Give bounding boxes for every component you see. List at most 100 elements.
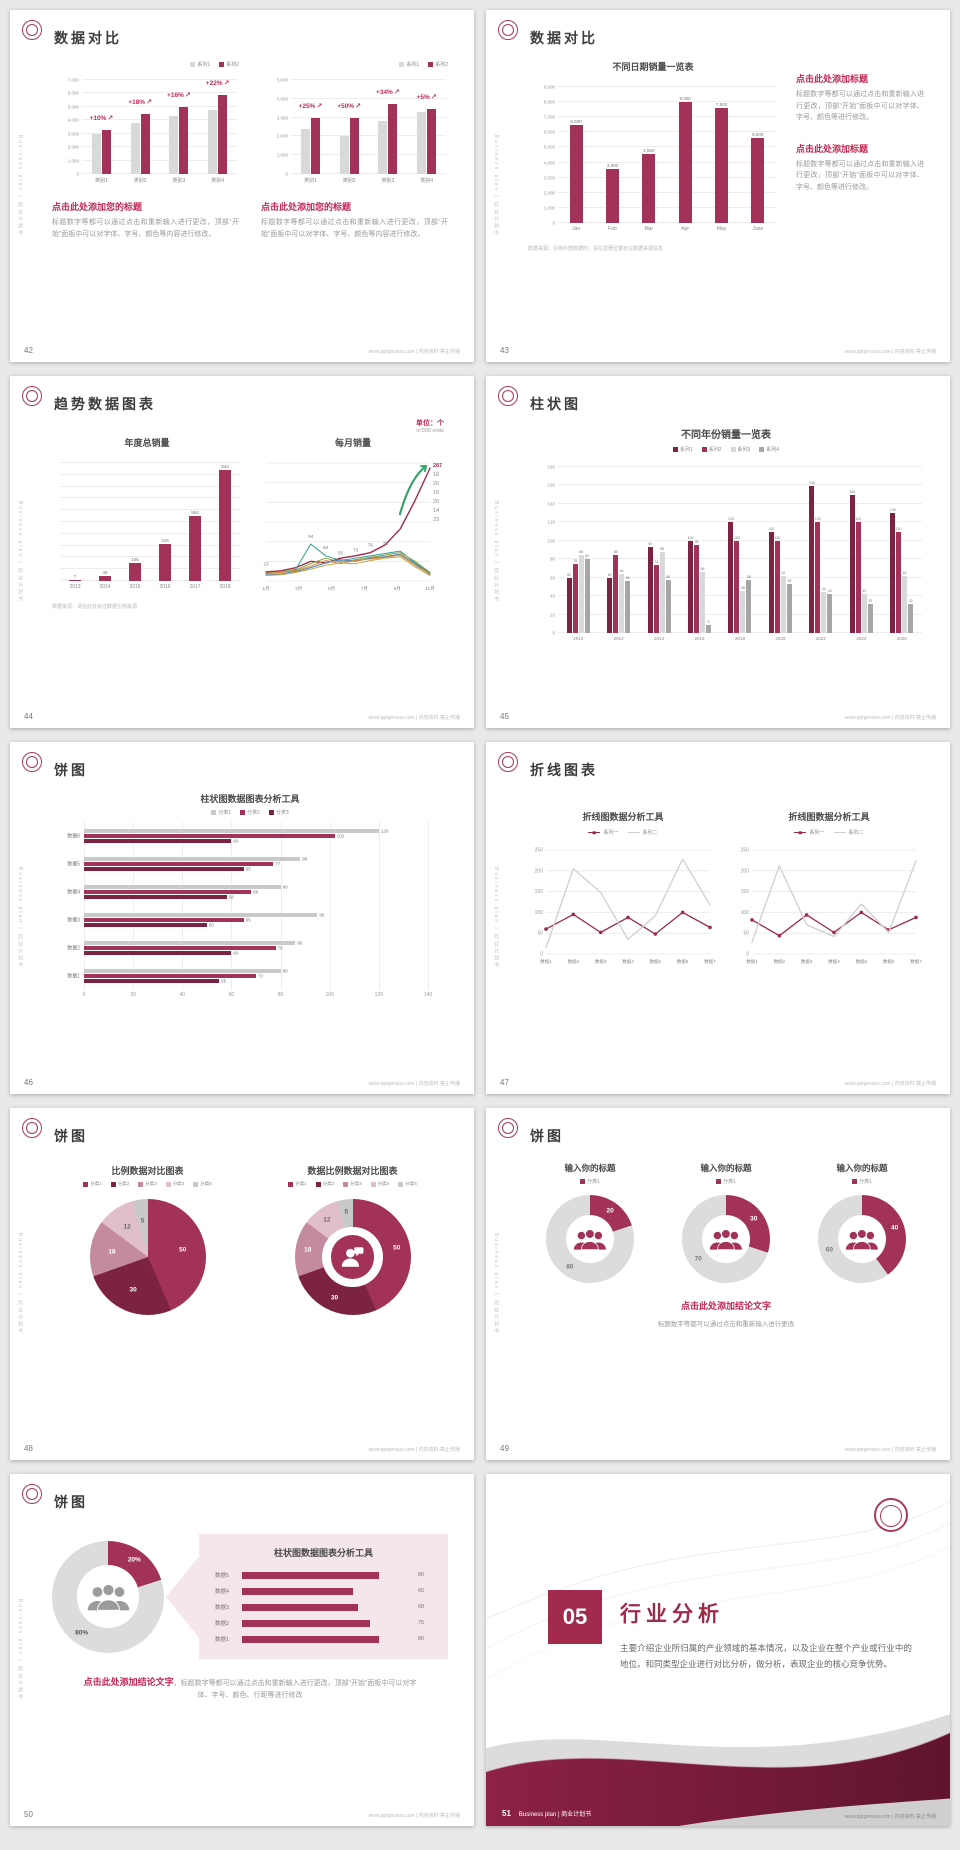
svg-text:73: 73 (353, 547, 359, 552)
slide-48[interactable]: Business plan | 商业计划书 饼图 比例数据对比图表 分类1 分类2… (10, 1108, 474, 1460)
svg-text:3月: 3月 (295, 586, 302, 592)
svg-text:数据2: 数据2 (774, 958, 786, 965)
grouped-bar-chart: 0 20 40 60 80 100 120 140 160 180 60 75 85 80 60 85 64 56… (528, 457, 924, 645)
bar-row: 数据4 65 (215, 1587, 432, 1595)
row-bar (242, 1603, 413, 1611)
conclusion-heading: 点击此处添加结论文字 (680, 1301, 771, 1311)
svg-text:23: 23 (433, 517, 439, 523)
slide-50[interactable]: Business plan | 商业计划书 饼图 20% 80% 柱状图数据图表分… (10, 1474, 474, 1826)
footer-site: www.pptgensus.com | 内容资料 禁止传播 (844, 1814, 936, 1820)
page-number: 50 (24, 1810, 33, 1819)
svg-text:数据3: 数据3 (595, 958, 607, 965)
donut-column: 输入你的标题 分类1 40 60 (800, 1162, 924, 1283)
column-heading: 输入你的标题 (700, 1163, 752, 1173)
page-number: 48 (24, 1444, 33, 1453)
decorative-waves (486, 1500, 950, 1826)
side-watermark: Business plan | 商业计划书 (493, 134, 499, 238)
row-value: 75 (418, 1620, 425, 1626)
brand-seal-icon (22, 752, 42, 772)
slide-title: 饼图 (54, 762, 88, 778)
pie-chart-panel: 比例数据对比图表 分类1 分类2 分类3 分类4 分类5 50 30 18 12 5 (52, 1164, 243, 1315)
annual-sales-panel: 年度总销量 7 45 156 316 554 943 2013 2014 2015 2016 201… (52, 436, 242, 593)
footer-site: www.pptgensus.com | 内容资料 禁止传播 (368, 1447, 460, 1453)
svg-text:250: 250 (535, 848, 544, 854)
page-number: 44 (24, 712, 33, 721)
row-bar (242, 1587, 413, 1595)
divider-footer: 51 Business plan | 商业计划书 (502, 1809, 591, 1818)
conclusion-caption: 标题数字等都可以通过点击和重新输入进行更改 (657, 1321, 795, 1328)
footer-site: www.pptgensus.com | 内容资料 禁止传播 (844, 1081, 936, 1087)
row-bar (242, 1635, 413, 1643)
slide-42[interactable]: Business plan | 商业计划书 数据对比 系列1 系列2 0 1,000… (10, 10, 474, 362)
donut-chart: 20% 80% (52, 1540, 164, 1653)
page-number: 42 (24, 346, 33, 355)
svg-text:9月: 9月 (394, 586, 401, 592)
svg-text:数据7: 数据7 (910, 958, 922, 965)
slide-title: 饼图 (54, 1494, 88, 1510)
svg-text:1月: 1月 (262, 586, 269, 592)
svg-text:数据5: 数据5 (650, 958, 662, 965)
svg-text:50: 50 (743, 931, 749, 937)
unit-label: 单位：个 in'000 units (52, 418, 444, 434)
page-number: 45 (500, 712, 509, 721)
side-watermark: Business plan | 商业计划书 (17, 1232, 23, 1336)
footer-site: www.pptgensus.com | 内容资料 禁止传播 (844, 349, 936, 355)
donut-column: 输入你的标题 分类1 30 70 (664, 1162, 788, 1283)
conclusion-heading: 点击此处添加结论文字 (83, 1677, 174, 1687)
slide-45[interactable]: Business plan | 商业计划书 柱状图 不同年份销量一览表 系列1 系… (486, 376, 950, 728)
svg-text:数据2: 数据2 (568, 958, 580, 965)
unit-sub: in'000 units (416, 428, 444, 434)
side-watermark: Business plan | 商业计划书 (17, 134, 23, 238)
chart-legend: 系列1 系列2 (261, 60, 448, 68)
chart-column-left: 系列1 系列2 0 1,000 2,000 3,000 4,000 5,000 6,000 7,… (52, 60, 239, 362)
brand-seal-icon (22, 1118, 42, 1138)
donut-chart-panel: 数据比例数据对比图表 分类1 分类2 分类3 分类4 分类5 50 30 18 12 5 (257, 1164, 448, 1315)
grouped-bar-chart: 0 1,000 2,000 3,000 4,000 5,000 +25%↗ +50%↗ +34%… (261, 70, 448, 186)
svg-text:20: 20 (433, 499, 439, 505)
section-title: 行业分析 (620, 1603, 724, 1626)
slide-51[interactable]: 05 行业分析 主要介绍企业所归属的产业领域的基本情况，以及企业在整个产业或行业… (486, 1474, 950, 1826)
section-number: 05 (548, 1590, 602, 1644)
chart-title: 折线图数据分析工具 (582, 812, 664, 822)
svg-text:20: 20 (433, 481, 439, 487)
section-heading: 点击此处添加标题 (796, 74, 869, 84)
svg-text:150: 150 (535, 889, 544, 895)
donut-chart: 30 70 (682, 1195, 770, 1283)
svg-text:0: 0 (746, 952, 749, 958)
line-chart: 0 50 100 150 200 250 数据1 数据2 数据3 数据4 数据5 数据6 数据7 (528, 840, 718, 966)
callout-wedge (166, 1554, 200, 1639)
page-number: 47 (500, 1078, 509, 1087)
row-label: 数据4 (215, 1589, 230, 1595)
page-number: 46 (24, 1078, 33, 1087)
svg-text:100: 100 (741, 910, 750, 916)
chart-legend: 系列1 系列2 (52, 60, 239, 68)
bar-row: 数据1 80 (215, 1635, 432, 1643)
svg-text:50: 50 (537, 931, 543, 937)
footer-caption: Business plan | 商业计划书 (518, 1812, 592, 1818)
slide-43[interactable]: Business plan | 商业计划书 数据对比 不同日期销量一览表 0 1,… (486, 10, 950, 362)
chart-title: 年度总销量 (124, 438, 170, 448)
svg-text:数据6: 数据6 (677, 958, 689, 965)
chart-legend: 系列一 系列二 (528, 829, 718, 836)
slide-46[interactable]: Business plan | 商业计划书 饼图 柱状图数据图表分析工具 分类1… (10, 742, 474, 1094)
chart-column-right: 系列1 系列2 0 1,000 2,000 3,000 4,000 5,000 +25%↗ +5… (261, 60, 448, 362)
slide-title: 饼图 (54, 1128, 88, 1144)
slide-49[interactable]: Business plan | 商业计划书 饼图 输入你的标题 分类1 20 80… (486, 1108, 950, 1460)
svg-text:55: 55 (338, 551, 344, 556)
svg-text:76: 76 (368, 543, 374, 548)
footer-site: www.pptgensus.com | 内容资料 禁止传播 (368, 349, 460, 355)
svg-text:数据1: 数据1 (746, 958, 758, 965)
svg-text:250: 250 (741, 848, 750, 854)
chart-title: 不同日期销量一览表 (612, 62, 694, 72)
brand-seal-icon (498, 20, 518, 40)
conclusion-text: 点击此处添加结论文字，标题数字等都可以通过点击和重新输入进行更改，顶部“开始”面… (78, 1675, 422, 1702)
bar-row: 数据5 80 (215, 1571, 432, 1579)
page-number: 49 (500, 1444, 509, 1453)
slide-44[interactable]: Business plan | 商业计划书 趋势数据图表 单位：个 in'000… (10, 376, 474, 728)
side-watermark: Business plan | 商业计划书 (493, 1232, 499, 1336)
slide-47[interactable]: Business plan | 商业计划书 折线图表 折线图数据分析工具 系列一… (486, 742, 950, 1094)
pie-chart: 50 30 18 12 5 (89, 1199, 206, 1315)
chart-title: 比例数据对比图表 (111, 1166, 184, 1176)
chart-legend: 分类1 分类2 分类3 分类4 分类5 (257, 1181, 448, 1187)
